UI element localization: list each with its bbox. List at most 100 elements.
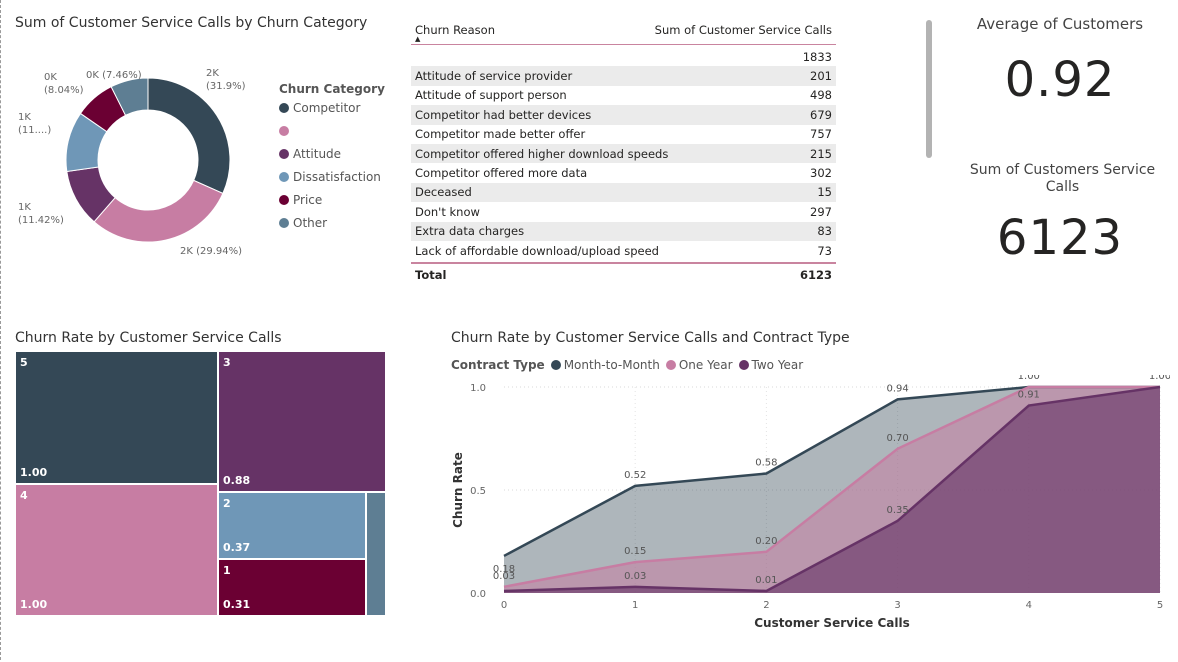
legend-label: Price <box>293 192 323 207</box>
treemap-cell-other[interactable] <box>366 492 386 616</box>
legend-dot-icon <box>279 125 289 136</box>
treemap-cell-4[interactable]: 4 1.00 <box>15 484 218 616</box>
contract-legend-title: Contract Type <box>451 358 545 372</box>
treemap-cell-5[interactable]: 5 1.00 <box>15 351 218 484</box>
legend-dot-icon <box>550 360 561 370</box>
avg-card-title: Average of Customers <box>976 15 1144 33</box>
legend-item-blank[interactable] <box>279 119 385 142</box>
table-row[interactable]: Competitor offered higher download speed… <box>411 143 836 164</box>
donut-legend: Churn Category Competitor Attitude Dissati… <box>279 82 385 234</box>
legend-dot-icon <box>279 217 289 228</box>
area-data-label: 0.58 <box>755 458 777 469</box>
treemap-cell-label: 4 <box>20 489 28 502</box>
legend-item-other[interactable]: Other <box>279 211 385 234</box>
row-calls: 73 <box>817 243 832 258</box>
row-calls: 1833 <box>802 49 832 64</box>
donut-slice-blank[interactable] <box>93 179 224 243</box>
row-calls: 498 <box>810 88 832 103</box>
donut-data-label: 2K <box>206 68 219 79</box>
table-scrollbar[interactable] <box>926 20 932 158</box>
contract-legend-item[interactable]: One Year <box>665 358 733 372</box>
area-data-label: 0.03 <box>493 571 515 582</box>
table-body: 1833 Attitude of service provider 201 Attit… <box>411 47 836 261</box>
treemap-cell-3[interactable]: 3 0.88 <box>218 351 386 492</box>
table-row[interactable]: Extra data charges 83 <box>411 221 836 241</box>
row-calls: 679 <box>810 107 832 122</box>
table-row[interactable]: Lack of affordable download/upload speed… <box>411 240 836 261</box>
area-data-label: 0.01 <box>755 575 777 586</box>
row-calls: 201 <box>810 69 832 84</box>
donut-slice-competitor[interactable] <box>147 77 231 195</box>
treemap-cell-2[interactable]: 2 0.37 <box>218 492 366 559</box>
donut-data-label: (11....) <box>18 125 51 136</box>
donut-chart[interactable]: 2K (31.9%) 2K (29.94%) 1K (11.42%) 1K (11....)… <box>0 40 270 280</box>
table-row[interactable]: Attitude of service provider 201 <box>411 66 836 86</box>
legend-label: Month-to-Month <box>563 358 660 372</box>
treemap-cell-value: 0.31 <box>223 598 251 611</box>
legend-dot-icon <box>665 360 676 370</box>
treemap-cell-value: 0.37 <box>223 541 251 554</box>
area-line-one-year[interactable] <box>503 385 1160 589</box>
area-data-label: 1.00 <box>1018 375 1040 382</box>
table-row[interactable]: Competitor offered more data 302 <box>411 163 836 183</box>
y-tick-label: 0.0 <box>470 589 486 600</box>
x-tick-label: 4 <box>1026 600 1032 611</box>
x-tick-label: 3 <box>894 600 900 611</box>
contract-legend-item[interactable]: Two Year <box>738 358 804 372</box>
legend-label: Two Year <box>751 358 804 372</box>
donut-data-label: 1K <box>18 202 31 213</box>
header-calls[interactable]: Sum of Customer Service Calls <box>654 23 832 37</box>
total-label: Total <box>415 268 447 283</box>
churn-reason-table: Churn Reason Sum of Customer Service Cal… <box>411 16 836 286</box>
area-data-label: 0.18 <box>493 564 515 575</box>
row-calls: 302 <box>810 166 832 181</box>
table-row[interactable]: Competitor had better devices 679 <box>411 105 836 125</box>
avg-card-value: 0.92 <box>1004 52 1116 108</box>
treemap-cell-label: 2 <box>223 497 231 510</box>
legend-item-attitude[interactable]: Attitude <box>279 142 385 165</box>
y-axis-title: Churn Rate <box>451 452 465 528</box>
legend-item-competitor[interactable]: Competitor <box>279 96 385 119</box>
table-row[interactable]: Attitude of support person 498 <box>411 85 836 106</box>
legend-item-price[interactable]: Price <box>279 188 385 211</box>
legend-dot-icon <box>738 360 749 370</box>
donut-data-label: 1K <box>18 112 31 123</box>
area-data-label: 1.00 <box>1149 375 1170 382</box>
legend-label: Competitor <box>293 100 361 115</box>
y-tick-label: 0.5 <box>470 486 486 497</box>
donut-slice-other[interactable] <box>110 77 149 116</box>
x-tick-label: 0 <box>501 600 507 611</box>
table-row[interactable]: Don't know 297 <box>411 202 836 222</box>
area-data-label: 0.20 <box>755 536 777 547</box>
table-row[interactable]: Deceased 15 <box>411 182 836 203</box>
table-row[interactable]: Competitor made better offer 757 <box>411 124 836 144</box>
legend-item-dissatisfaction[interactable]: Dissatisfaction <box>279 165 385 188</box>
donut-data-label: 0K <box>44 72 57 83</box>
area-data-label: 0.94 <box>886 383 908 394</box>
donut-data-label: 0K (7.46%) <box>86 70 142 81</box>
contract-legend-items: Month-to-Month One Year Two Year <box>550 358 804 372</box>
legend-label: Dissatisfaction <box>293 169 381 184</box>
donut-data-label: (11.42%) <box>18 215 64 226</box>
legend-dot-icon <box>279 194 289 205</box>
area-title: Churn Rate by Customer Service Calls and… <box>451 330 850 346</box>
row-calls: 757 <box>810 127 832 142</box>
legend-dot-icon <box>279 171 289 182</box>
area-data-label: 0.03 <box>624 571 646 582</box>
area-line-two-year[interactable] <box>503 385 1161 593</box>
row-churn-reason: Competitor offered more data <box>415 166 588 181</box>
header-churn-reason[interactable]: Churn Reason <box>415 23 495 37</box>
contract-type-legend: Contract Type Month-to-Month One Year Two … <box>451 358 803 372</box>
row-churn-reason: Attitude of service provider <box>415 69 573 84</box>
contract-legend-item[interactable]: Month-to-Month <box>550 358 660 372</box>
row-calls: 297 <box>810 204 832 219</box>
total-value: 6123 <box>799 268 832 283</box>
donut-title: Sum of Customer Service Calls by Churn C… <box>15 15 368 31</box>
x-axis-title: Customer Service Calls <box>754 616 910 630</box>
area-data-label: 0.52 <box>624 470 646 481</box>
treemap-cell-1[interactable]: 1 0.31 <box>218 559 366 616</box>
sort-asc-icon: ▲ <box>415 35 421 43</box>
table-row[interactable]: 1833 <box>411 47 836 67</box>
row-churn-reason: Competitor had better devices <box>415 107 592 122</box>
